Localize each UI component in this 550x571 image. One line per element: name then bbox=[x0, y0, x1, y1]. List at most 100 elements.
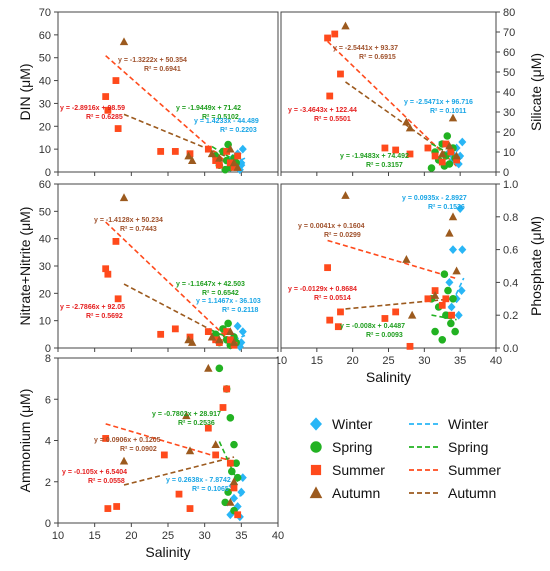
y-tick-label: 20 bbox=[39, 288, 51, 300]
data-point-summer bbox=[424, 295, 432, 303]
data-point-autumn bbox=[207, 332, 217, 341]
data-point-summer bbox=[326, 316, 334, 324]
data-point-summer bbox=[215, 161, 223, 169]
legend-marker-autumn bbox=[309, 486, 323, 499]
y-tick-label: 70 bbox=[503, 27, 515, 39]
fit-r-squared: R² = 0.2118 bbox=[222, 307, 258, 314]
y-tick-label: 20 bbox=[503, 127, 515, 139]
legend-label: Autumn bbox=[448, 485, 496, 501]
data-point-summer bbox=[212, 157, 220, 164]
data-point-summer bbox=[175, 490, 183, 498]
fit-r-squared: R² = 0.6941 bbox=[144, 66, 181, 73]
y-axis-title: Ammonium (μM) bbox=[17, 389, 33, 493]
fit-equation: y = -2.8916x + 98.59 bbox=[60, 105, 125, 112]
data-point-summer bbox=[104, 106, 112, 114]
y-tick-label: 40 bbox=[503, 87, 515, 99]
data-point-summer bbox=[104, 270, 112, 278]
y-tick-label: 60 bbox=[503, 47, 515, 59]
regression-line-summer bbox=[327, 239, 457, 280]
x-tick-label: 25 bbox=[382, 355, 394, 367]
data-point-summer bbox=[223, 328, 231, 335]
data-point-autumn bbox=[185, 446, 195, 455]
y-tick-label: 0 bbox=[45, 343, 51, 355]
y-tick-label: 0.6 bbox=[503, 245, 518, 257]
legend-marker-spring bbox=[310, 441, 322, 453]
y-tick-label: 60 bbox=[39, 179, 51, 191]
y-tick-label: 8 bbox=[45, 353, 51, 365]
plot-frame bbox=[57, 357, 279, 524]
data-point-winter bbox=[233, 321, 242, 331]
data-point-summer bbox=[324, 264, 331, 272]
data-point-autumn bbox=[452, 151, 461, 160]
legend-label: Autumn bbox=[332, 485, 380, 501]
fit-equation: y = 0.0906x + 0.1205 bbox=[94, 437, 161, 444]
plot-frame bbox=[57, 11, 279, 173]
data-point-summer bbox=[381, 315, 389, 322]
y-tick-label: 50 bbox=[39, 53, 51, 65]
data-point-summer bbox=[331, 30, 339, 38]
y-tick-label: 0 bbox=[503, 167, 509, 179]
data-point-summer bbox=[226, 459, 234, 467]
data-point-summer bbox=[431, 287, 439, 294]
y-tick-label: 50 bbox=[503, 67, 515, 79]
y-axis-title: Silicate (μM) bbox=[528, 53, 544, 131]
regression-line-summer bbox=[105, 221, 239, 349]
data-point-winter bbox=[458, 137, 467, 147]
data-point-summer bbox=[334, 323, 342, 331]
data-point-autumn bbox=[229, 338, 239, 346]
data-point-summer bbox=[186, 333, 194, 341]
regression-line-winter bbox=[445, 277, 465, 317]
data-point-autumn bbox=[402, 255, 411, 263]
data-point-summer bbox=[406, 342, 414, 350]
data-point-summer bbox=[447, 148, 455, 156]
fit-r-squared: R² = 0.6285 bbox=[86, 114, 123, 121]
fit-equation: y = -0.008x + 0.4487 bbox=[340, 323, 405, 330]
x-tick-label: 15 bbox=[311, 355, 323, 367]
data-point-autumn bbox=[229, 477, 239, 486]
chart-panel: 0.00.20.40.60.81.010 15 20 25 30 35 40Phosphat… bbox=[275, 179, 544, 385]
data-point-autumn bbox=[119, 37, 129, 46]
data-point-summer bbox=[442, 295, 450, 303]
data-point-summer bbox=[442, 140, 450, 148]
legend-label: Winter bbox=[332, 416, 373, 432]
data-point-spring bbox=[440, 270, 449, 279]
data-point-spring bbox=[449, 295, 457, 303]
data-point-summer bbox=[212, 451, 220, 459]
x-tick-label: 15 bbox=[89, 530, 101, 542]
fit-equation: y = -3.4643x + 122.44 bbox=[288, 107, 357, 114]
data-point-summer bbox=[112, 238, 120, 245]
data-point-autumn bbox=[215, 335, 224, 344]
x-tick-label: 10 bbox=[52, 530, 64, 542]
chart-panel: 0 10 20 30 40 50 60 70 80 Silicate (μM) y = -2.544… bbox=[280, 7, 544, 179]
fit-equation: y = 1.1467x - 36.103 bbox=[196, 298, 261, 305]
y-tick-label: 30 bbox=[39, 261, 51, 273]
data-point-autumn bbox=[438, 149, 447, 158]
data-point-spring bbox=[215, 364, 224, 373]
data-point-autumn bbox=[188, 338, 197, 346]
regression-line-spring bbox=[431, 143, 457, 159]
data-point-summer bbox=[381, 144, 389, 152]
legend-label: Winter bbox=[448, 416, 489, 432]
plot-frame bbox=[57, 183, 279, 349]
y-axis-title: Nitrate+Nitrite (μM) bbox=[17, 207, 33, 326]
data-point-summer bbox=[438, 301, 446, 309]
data-point-winter bbox=[230, 493, 238, 503]
data-point-summer bbox=[114, 125, 122, 132]
data-point-summer bbox=[102, 435, 110, 442]
data-point-winter bbox=[456, 204, 465, 213]
data-point-autumn bbox=[119, 456, 129, 465]
y-tick-label: 10 bbox=[39, 316, 51, 328]
y-axis-title: DIN (μM) bbox=[17, 63, 33, 120]
x-tick-label: 20 bbox=[125, 530, 137, 542]
y-tick-label: 0 bbox=[45, 518, 51, 530]
data-point-spring bbox=[233, 473, 242, 482]
data-point-winter bbox=[238, 327, 247, 336]
data-point-spring bbox=[228, 467, 236, 476]
data-point-summer bbox=[226, 159, 234, 167]
fit-r-squared: R² = 0.0299 bbox=[324, 232, 361, 239]
fit-r-squared: R² = 0.0902 bbox=[120, 446, 157, 453]
regression-line-autumn bbox=[123, 283, 235, 343]
data-point-autumn bbox=[402, 117, 411, 126]
